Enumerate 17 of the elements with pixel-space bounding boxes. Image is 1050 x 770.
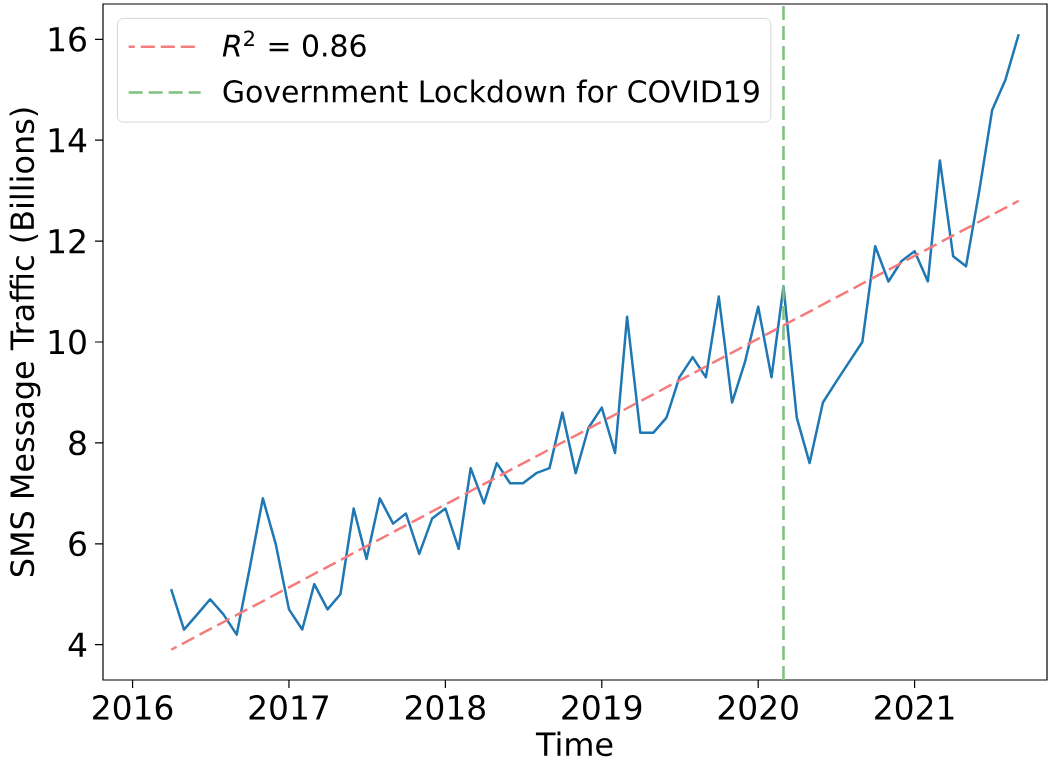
x-tick-label: 2016: [93, 695, 173, 720]
y-tick-label: 4: [68, 632, 87, 657]
y-tick-label: 6: [69, 531, 86, 557]
x-tick-label: 2019: [562, 695, 642, 720]
legend-label: R$^{2}$ = 0.86: [222, 30, 366, 57]
x-tick-label: 2021: [875, 695, 954, 720]
x-tick-label: 2020: [718, 695, 798, 720]
ref-line-label: Government Lockdown for COVID19: [223, 79, 759, 103]
y-tick-label: 8: [69, 430, 86, 456]
x-tick-label: 2017: [249, 695, 328, 720]
x-tick-label: 2018: [405, 695, 485, 720]
y-axis-title: SMS Message Traffic (Billions): [9, 108, 41, 577]
y-tick-label: 10: [49, 329, 86, 355]
y-tick-label: 16: [49, 26, 86, 52]
y-tick-label: 12: [49, 228, 85, 254]
x-axis-title: Time: [535, 731, 613, 757]
y-tick-label: 14: [49, 128, 87, 153]
